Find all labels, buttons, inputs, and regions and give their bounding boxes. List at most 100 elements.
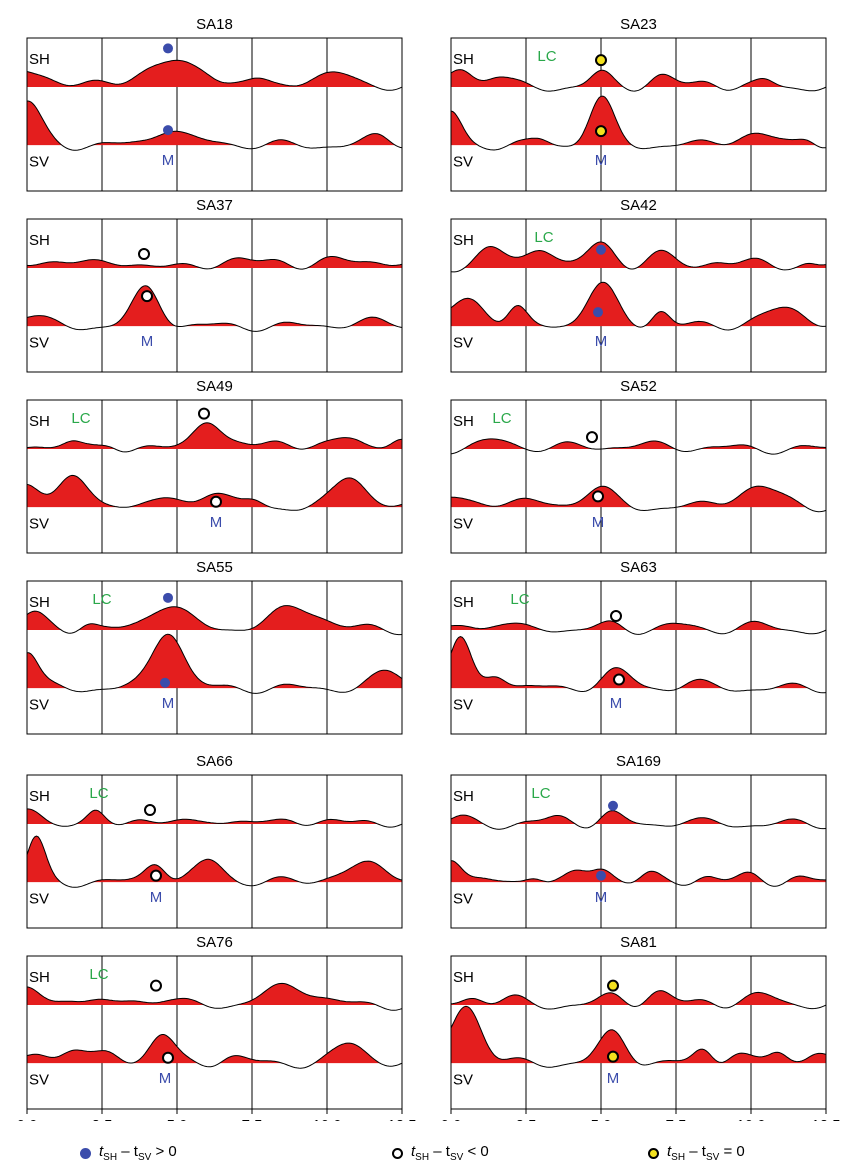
sh-label: SH [29,413,50,430]
sh-positive-fill [27,808,402,824]
sh-trace [450,990,827,1010]
panel-frame [450,580,827,735]
panel-sa55: SA55 SH SV LC M [26,559,403,735]
m-label: M [595,333,608,350]
sv-label: SV [29,697,49,714]
sh-positive-fill [27,60,402,87]
panel-title: SA42 [620,197,657,214]
lc-label: LC [89,966,108,983]
m-label: M [595,889,608,906]
sv-label: SV [453,697,473,714]
sv-positive-fill [451,1006,826,1064]
panel-sa66: SA66 SH SV LC M [26,753,403,929]
x-tick-label: 0.0 [441,1117,462,1121]
x-tick-label: 7.5 [666,1117,687,1121]
sh-label: SH [453,788,474,805]
panel-sa52: SA52 SH SV LC M [450,378,827,554]
sv-trace [450,95,827,151]
sv-pick-marker [210,495,222,508]
sh-pick-marker [596,244,606,255]
m-label: M [162,695,175,712]
sh-positive-fill [27,256,402,268]
panel-title: SA63 [620,559,657,576]
m-label: M [150,889,163,906]
sh-pick-marker [198,407,210,420]
sv-label: SV [29,335,49,352]
sh-positive-fill [451,620,826,630]
blue-circle-icon [80,1147,91,1159]
legend-text-negative: tSH – tSV < 0 [411,1143,489,1163]
sv-positive-fill [27,836,402,883]
sh-trace [26,605,403,636]
sh-positive-fill [451,438,826,449]
sv-pick-marker [595,125,607,138]
sv-positive-fill [451,486,826,508]
sh-pick-marker [608,800,618,811]
sh-trace [450,620,827,635]
sv-trace [26,285,403,332]
panel-frame [26,218,403,373]
sv-trace [450,281,827,331]
sv-positive-fill [27,285,402,327]
panel-sa169: SA169 SH SV LC M [450,753,827,929]
x-tick-label: 10.0 [736,1117,765,1121]
panel-sa18: SA18 SH SV M [26,16,403,192]
panel-title: SA55 [196,559,233,576]
sh-label: SH [29,594,50,611]
sh-pick-marker [150,979,162,992]
sv-label: SV [453,154,473,171]
sh-positive-fill [27,983,402,1005]
sh-positive-fill [451,990,826,1005]
panel-frame [450,774,827,929]
sh-positive-fill [27,422,402,449]
sh-pick-marker [163,43,173,54]
sh-pick-marker [138,248,150,261]
panel-title: SA81 [620,934,657,951]
m-label: M [210,514,223,531]
lc-label: LC [531,785,550,802]
sv-positive-fill [451,860,826,883]
panel-title: SA37 [196,197,233,214]
panel-title: SA23 [620,16,657,33]
sv-label: SV [29,891,49,908]
sv-pick-marker [163,125,173,136]
lc-label: LC [92,591,111,608]
sv-label: SV [453,516,473,533]
sh-label: SH [453,594,474,611]
sh-trace [26,982,403,1011]
legend-text-zero: tSH – tSV = 0 [667,1143,745,1163]
legend-item-positive: tSH – tSV > 0 [80,1143,177,1163]
sv-positive-fill [27,634,402,689]
m-label: M [162,152,175,169]
sh-positive-fill [451,810,826,824]
x-tick-label: 2.5 [516,1117,537,1121]
m-label: M [595,152,608,169]
sh-label: SH [29,788,50,805]
open-circle-icon [392,1147,403,1159]
sv-pick-marker [592,490,604,503]
panel-sa42: SA42 SH SV LC M [450,197,827,373]
lc-label: LC [510,591,529,608]
panel-frame [26,399,403,554]
legend-text-positive: tSH – tSV > 0 [99,1143,177,1163]
panel-sa37: SA37 SH SV M [26,197,403,373]
sv-positive-fill [451,636,826,689]
m-label: M [610,695,623,712]
panel-title: SA52 [620,378,657,395]
sh-pick-marker [610,610,622,623]
panel-frame [450,955,827,1110]
sh-trace [26,256,403,270]
legend-item-zero: tSH – tSV = 0 [648,1143,745,1163]
sv-trace [450,485,827,513]
x-tick-label: 5.0 [167,1117,188,1121]
sv-positive-fill [451,96,826,146]
sh-trace [450,810,827,830]
sh-label: SH [453,413,474,430]
sv-trace [26,835,403,888]
sh-trace [450,438,827,455]
sh-positive-fill [27,605,402,630]
sh-trace [26,422,403,453]
sh-label: SH [29,232,50,249]
sh-pick-marker [586,431,598,444]
panel-title: SA169 [616,753,661,770]
